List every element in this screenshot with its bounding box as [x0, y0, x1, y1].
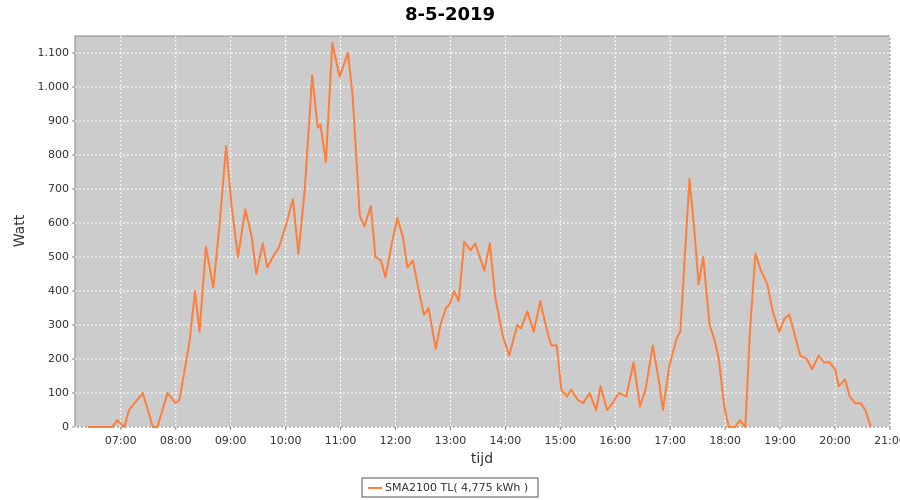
x-tick-label: 20:00 — [819, 434, 851, 447]
x-tick-label: 14:00 — [490, 434, 522, 447]
x-tick-label: 21:00 — [874, 434, 900, 447]
x-axis-title: tijd — [471, 451, 493, 467]
x-tick-label: 13:00 — [435, 434, 467, 447]
legend-label: SMA2100 TL( 4,775 kWh ) — [385, 481, 528, 494]
y-tick-label: 1.100 — [38, 46, 70, 59]
x-tick-label: 15:00 — [544, 434, 576, 447]
x-tick-label: 16:00 — [599, 434, 631, 447]
y-tick-label: 1.000 — [38, 80, 70, 93]
x-tick-label: 07:00 — [105, 434, 137, 447]
y-tick-label: 500 — [48, 250, 69, 263]
y-tick-label: 600 — [48, 216, 69, 229]
x-tick-label: 17:00 — [654, 434, 686, 447]
y-tick-label: 200 — [48, 352, 69, 365]
chart-title: 8-5-2019 — [405, 4, 495, 25]
x-tick-label: 08:00 — [160, 434, 192, 447]
x-tick-label: 19:00 — [764, 434, 796, 447]
y-tick-label: 900 — [48, 114, 69, 127]
x-tick-label: 11:00 — [325, 434, 357, 447]
x-tick-label: 12:00 — [380, 434, 412, 447]
y-tick-label: 400 — [48, 284, 69, 297]
y-tick-label: 800 — [48, 148, 69, 161]
x-tick-label: 10:00 — [270, 434, 302, 447]
y-tick-label: 300 — [48, 318, 69, 331]
plot-area — [74, 35, 891, 428]
y-tick-label: 0 — [62, 420, 69, 433]
y-tick-label: 100 — [48, 386, 69, 399]
x-tick-label: 18:00 — [709, 434, 741, 447]
line-series — [87, 41, 872, 428]
legend — [361, 477, 539, 498]
x-tick-label: 09:00 — [215, 434, 247, 447]
y-axis-title: Watt — [12, 214, 28, 247]
y-tick-label: 700 — [48, 182, 69, 195]
